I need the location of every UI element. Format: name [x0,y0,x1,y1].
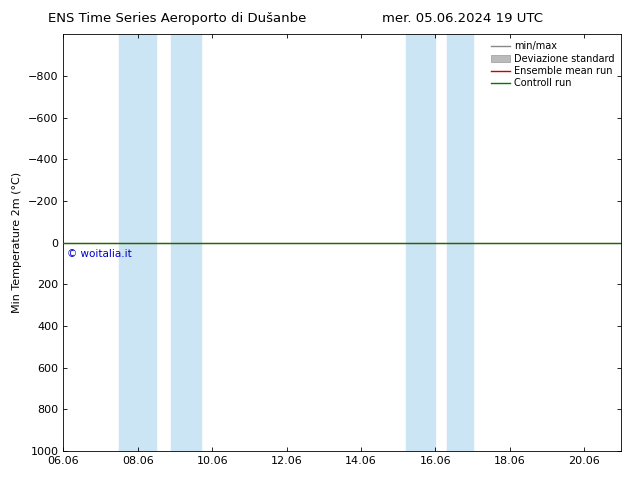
Legend: min/max, Deviazione standard, Ensemble mean run, Controll run: min/max, Deviazione standard, Ensemble m… [489,39,616,90]
Text: © woitalia.it: © woitalia.it [67,249,132,259]
Y-axis label: Min Temperature 2m (°C): Min Temperature 2m (°C) [13,172,22,313]
Bar [446,34,472,451]
Text: ENS Time Series Aeroporto di Dušanbe: ENS Time Series Aeroporto di Dušanbe [48,12,307,25]
Text: mer. 05.06.2024 19 UTC: mer. 05.06.2024 19 UTC [382,12,543,25]
Bar [406,34,436,451]
Bar [171,34,201,451]
Bar [119,34,157,451]
